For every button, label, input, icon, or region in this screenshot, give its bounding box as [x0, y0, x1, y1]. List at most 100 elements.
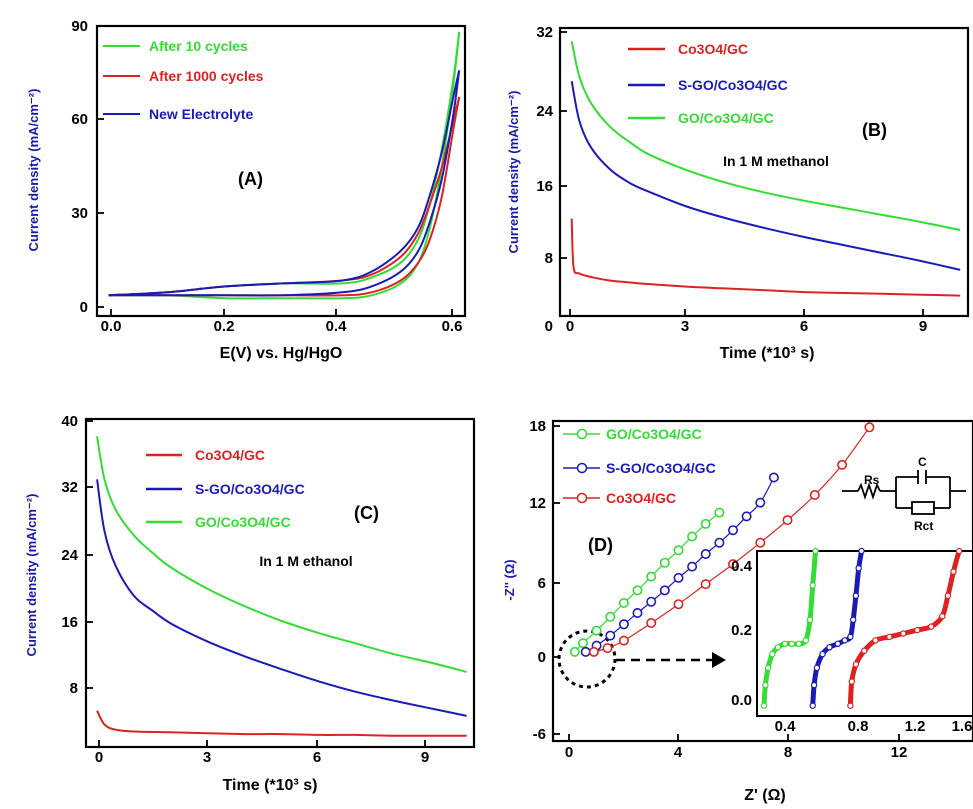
a-xtick-1: 0.2 [214, 318, 235, 335]
d-series-1-point-8 [687, 561, 698, 572]
inset-ytick-0: 0.0 [731, 692, 752, 709]
d-legend-1: S-GO/Co3O4/GC [606, 460, 716, 476]
equivalent-circuit-diagram [842, 470, 966, 515]
panel-a: 0.0 0.2 0.4 0.6 0 30 60 90 E(V) vs. Hg/H… [26, 18, 467, 362]
d-xtick-1: 4 [674, 744, 683, 761]
panel-d: 0 4 8 12 -6 0 6 12 18 Z' (Ω) -Z'' (Ω) (D… [502, 418, 973, 804]
inset-xtick-0: 0.4 [775, 718, 797, 735]
panel-c: 0 3 6 9 8 16 24 32 40 Time (*10³ s) Curr… [24, 413, 476, 794]
inset-series-2-point-2 [852, 661, 860, 668]
a-panel-label: (A) [238, 169, 263, 189]
inset-plot [760, 547, 963, 709]
inset-series-2-point-0 [847, 702, 854, 709]
d-series-0-point-5 [632, 585, 643, 596]
c-ytick-2: 24 [61, 547, 78, 564]
a-ytick-2: 60 [71, 111, 88, 128]
panel-b: 0 3 6 9 0 8 16 24 32 Time (*10³ s) Curre… [506, 24, 970, 362]
inset-series-1-point-4 [826, 644, 833, 651]
c-xlabel: Time (*10³ s) [223, 777, 318, 794]
panel-d-inset: 0.4 0.8 1.2 1.6 0.0 0.2 0.4 [731, 547, 973, 735]
a-ylabel: Current density (mA/cm⁻²) [26, 89, 41, 252]
c-condition: In 1 M ethanol [259, 553, 352, 569]
b-xtick-0: 0 [566, 318, 574, 335]
d-series-0-point-9 [687, 531, 698, 542]
inset-series-0-point-1 [762, 681, 769, 689]
b-xtick-2: 6 [800, 318, 808, 335]
d-series-0-point-10 [700, 518, 711, 529]
d-series-0-point-0 [569, 646, 580, 657]
d-ytick-3: 12 [529, 495, 546, 512]
d-ytick-4: 18 [529, 418, 546, 435]
c-xtick-3: 9 [421, 749, 429, 766]
c-series-0-line [96, 710, 467, 737]
circuit-label-rs: Rs [864, 473, 880, 487]
inset-series-0-point-10 [809, 582, 816, 589]
a-legend-2: New Electrolyte [149, 106, 253, 122]
d-series-0-point-8 [673, 545, 684, 556]
d-series-1-point-13 [755, 497, 766, 508]
d-ytick-1: 0 [538, 649, 546, 666]
d-series-1-point-12 [741, 511, 752, 522]
d-series-1-point-9 [700, 548, 711, 559]
inset-series-0-point-7 [795, 640, 803, 648]
inset-series-0-point-5 [781, 640, 789, 648]
inset-series-2-point-3 [861, 647, 868, 654]
c-ylabel: Current density (mA/cm⁻²) [24, 494, 39, 657]
c-series-2-line [96, 436, 467, 673]
circuit-label-c: C [918, 455, 927, 469]
c-xtick-0: 0 [95, 749, 103, 766]
d-series-0-point-3 [605, 611, 616, 622]
c-panel-label: (C) [354, 503, 379, 523]
d-series-1-point-5 [646, 596, 657, 607]
inset-series-0-point-11 [812, 547, 819, 555]
d-series-1-point-3 [618, 619, 629, 630]
a-legend-1: After 1000 cycles [149, 68, 264, 84]
inset-series-2-point-11 [950, 568, 957, 575]
c-legend-1: S-GO/Co3O4/GC [195, 481, 305, 497]
d-series-2-point-6 [727, 559, 738, 570]
panel-b-plot [570, 41, 961, 297]
d-xtick-3: 12 [891, 744, 908, 761]
zoom-arrow-head [712, 652, 726, 668]
inset-series-0-point-6 [788, 640, 796, 648]
d-series-0-point-4 [618, 597, 629, 608]
d-legend-2: Co3O4/GC [606, 490, 676, 506]
inset-series-1-point-7 [847, 633, 854, 641]
a-series-2-line [108, 70, 461, 297]
d-xtick-2: 8 [784, 744, 792, 761]
inset-xtick-3: 1.6 [952, 718, 973, 735]
inset-series-0-point-9 [806, 616, 814, 624]
panel-a-ticks [97, 25, 453, 316]
a-series-2-return-line [108, 70, 461, 297]
inset-series-0-point-4 [774, 644, 782, 651]
d-ytick-0: -6 [533, 726, 546, 743]
a-ytick-3: 90 [71, 18, 88, 35]
d-series-1-point-10 [714, 537, 725, 548]
b-legend-1: S-GO/Co3O4/GC [678, 77, 788, 93]
c-ytick-4: 40 [61, 413, 78, 430]
d-series-1-point-6 [659, 585, 670, 596]
inset-series-1-point-3 [819, 650, 826, 658]
c-series-1-line [96, 479, 467, 717]
b-series-2-line [570, 41, 961, 231]
b-series-1-line [570, 81, 961, 271]
inset-series-1-point-0 [809, 702, 816, 709]
c-ytick-3: 32 [61, 479, 78, 496]
d-series-2-point-8 [782, 515, 793, 526]
d-series-2-point-10 [837, 459, 848, 470]
inset-series-0-point-2 [764, 664, 772, 672]
b-panel-label: (B) [862, 120, 887, 140]
circuit-label-rct: Rct [914, 519, 933, 533]
d-series-2-point-5 [700, 579, 711, 590]
panel-a-plot [108, 31, 461, 300]
panel-b-ticks [560, 31, 924, 317]
b-series-0-line [570, 218, 961, 297]
d-panel-label: (D) [588, 535, 613, 555]
inset-series-2-point-7 [914, 626, 921, 634]
d-series-2-point-0 [588, 646, 599, 657]
inset-series-0-point-8 [802, 637, 810, 644]
a-legend-0: After 10 cycles [149, 38, 248, 54]
inset-series-2-point-8 [928, 623, 935, 630]
d-series-0-point-7 [659, 557, 670, 568]
a-ytick-1: 30 [71, 205, 88, 222]
